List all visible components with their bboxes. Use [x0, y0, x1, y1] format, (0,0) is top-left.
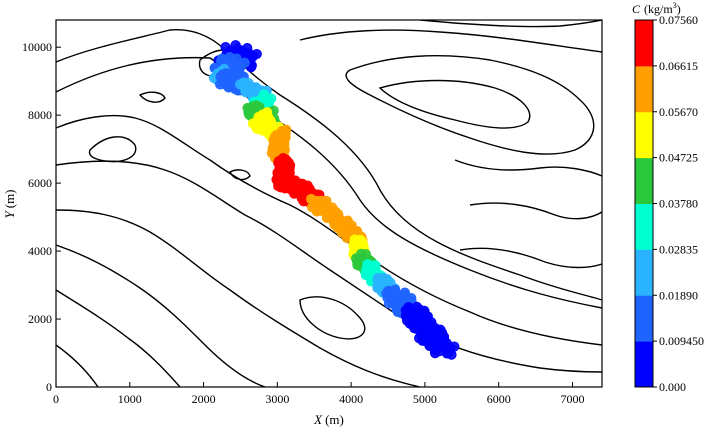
plume-point [431, 344, 442, 355]
y-axis-title: Y(m) [2, 189, 17, 218]
contour-line [56, 244, 266, 387]
contour-line [299, 29, 602, 53]
y-tick-label: 6000 [28, 176, 52, 190]
colorbar-segment [635, 65, 653, 113]
contour-line [56, 114, 602, 346]
plume-point [444, 346, 455, 357]
x-tick-label: 4000 [339, 392, 363, 406]
colorbar-tick-label: 0.05670 [659, 105, 698, 119]
x-tick-label: 6000 [487, 392, 511, 406]
contour-line [138, 91, 166, 103]
x-tick-label: 0 [53, 392, 59, 406]
x-axis-title: X (m) [313, 412, 344, 427]
plume-point [389, 298, 400, 309]
plot-frame [55, 19, 603, 388]
colorbar-tick-label: 0.01890 [659, 288, 698, 302]
colorbar-title: C (kg/m3) [632, 1, 681, 16]
x-tick-label: 1000 [118, 392, 142, 406]
contour-line [469, 202, 602, 220]
colorbar-tick-label: 0.03780 [659, 197, 698, 211]
plume-point [406, 305, 417, 317]
contour-line [56, 209, 421, 387]
x-tick-label: 3000 [265, 392, 289, 406]
colorbar-segment [635, 341, 653, 388]
colorbar-ticks: 0.000 0.009450 0.01890 0.02835 0.03780 0.0472… [653, 13, 704, 394]
plume-point [239, 57, 250, 68]
contour-line [345, 55, 595, 155]
y-tick-label: 2000 [28, 312, 52, 326]
x-tick-label: 2000 [192, 392, 216, 406]
y-axis-ticks: 0 2000 4000 6000 8000 10000 [22, 40, 61, 394]
contour-line [229, 169, 251, 181]
x-axis-ticks: 0 1000 2000 3000 4000 5000 6000 7000 [53, 382, 584, 406]
colorbar-tick-label: 0.02835 [659, 242, 698, 256]
colorbar-segment [635, 295, 653, 342]
contour-line [378, 79, 531, 129]
plume-scatter [208, 40, 460, 360]
colorbar-segment [635, 203, 653, 250]
y-tick-label: 4000 [28, 244, 52, 258]
contour-lines [56, 20, 602, 387]
contour-line [454, 159, 602, 177]
contour-line [56, 344, 99, 387]
colorbar-segment [635, 20, 653, 67]
contour-line [299, 296, 366, 340]
colorbar-tick-label: 0.009450 [659, 334, 704, 348]
y-tick-label: 0 [46, 380, 52, 394]
colorbar-segment [635, 157, 653, 204]
contour-line [56, 28, 602, 301]
contour-line [56, 56, 602, 309]
colorbar [635, 20, 653, 388]
x-tick-label: 7000 [560, 392, 584, 406]
y-tick-label: 8000 [28, 108, 52, 122]
y-tick-label: 10000 [22, 40, 52, 54]
colorbar-tick-label: 0.07560 [659, 13, 698, 27]
colorbar-tick-label: 0.06615 [659, 59, 698, 73]
contour-line [459, 247, 602, 269]
colorbar-segment [635, 111, 653, 159]
colorbar-tick-label: 0.000 [659, 380, 686, 394]
colorbar-tick-label: 0.04725 [659, 151, 698, 165]
contour-line [56, 160, 602, 373]
contour-line [88, 136, 137, 163]
colorbar-segment [635, 249, 653, 296]
contour-line [419, 20, 602, 28]
contour-line [56, 289, 181, 387]
x-tick-label: 5000 [413, 392, 437, 406]
